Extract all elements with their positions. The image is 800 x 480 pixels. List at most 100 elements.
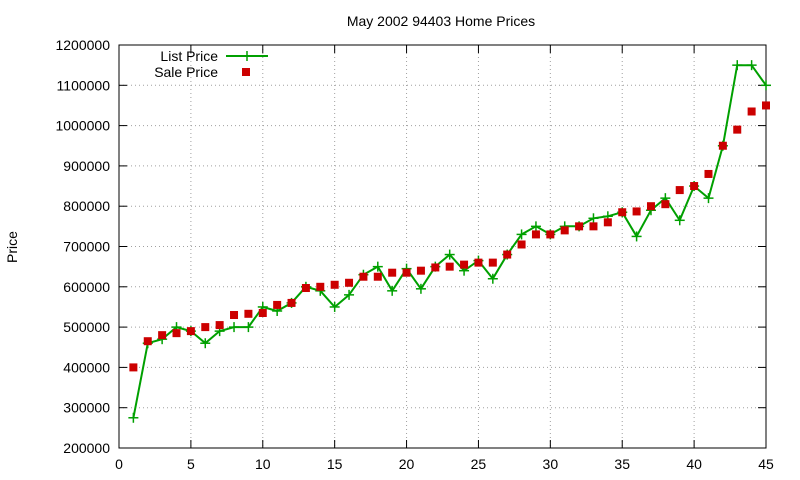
sale-price-point <box>690 182 699 191</box>
list-price-point <box>530 221 541 232</box>
x-tick-label: 45 <box>758 456 774 472</box>
sale-price-point <box>474 258 483 267</box>
list-price-point <box>674 215 685 226</box>
list-price-point <box>372 261 383 272</box>
x-tick-label: 20 <box>399 456 415 472</box>
sale-price-point <box>488 258 497 267</box>
x-tick-label: 30 <box>543 456 559 472</box>
sale-price-point <box>531 230 540 239</box>
y-axis-label: Price <box>4 231 20 263</box>
list-price-point <box>703 193 714 204</box>
list-price-point <box>415 283 426 294</box>
sale-price-point <box>258 308 267 317</box>
sale-price-point <box>129 363 138 372</box>
sale-price-point <box>661 200 670 209</box>
plot-frame <box>118 44 767 449</box>
sale-price-point <box>718 141 727 150</box>
sale-price-point <box>301 284 310 293</box>
grid-lines <box>119 45 766 448</box>
list-price-point <box>229 322 240 333</box>
sale-price-point <box>359 272 368 281</box>
x-tick-label: 5 <box>187 456 195 472</box>
sale-price-point <box>762 101 770 110</box>
series-layer <box>128 60 771 423</box>
sale-price-point <box>733 125 742 134</box>
sale-price-point <box>704 169 713 178</box>
sale-price-point <box>230 311 239 320</box>
axis-ticks <box>118 44 767 449</box>
list-price-point <box>200 338 211 349</box>
legend: List Price Sale Price <box>154 48 268 80</box>
sale-price-point <box>143 337 152 346</box>
sale-price-point <box>316 282 325 291</box>
sale-price-point <box>388 268 397 277</box>
x-tick-label: 15 <box>327 456 343 472</box>
x-tick-label: 40 <box>686 456 702 472</box>
list-price-point <box>732 60 743 71</box>
sale-price-point <box>675 186 684 195</box>
y-tick-label: 1000000 <box>55 118 110 134</box>
list-price-point <box>516 229 527 240</box>
sale-price-point <box>747 107 756 116</box>
sale-price-point <box>172 329 181 338</box>
legend-sample-list-price <box>226 51 268 61</box>
list-price-point <box>243 322 254 333</box>
y-axis-tick-labels: 200000 300000 400000 500000 600000 700000 8000… <box>55 37 110 456</box>
sale-price-point <box>560 226 569 235</box>
x-tick-label: 0 <box>115 456 123 472</box>
y-tick-label: 1200000 <box>55 37 110 53</box>
sale-price-point <box>273 300 282 309</box>
sale-price-point <box>632 207 641 216</box>
list-price-point <box>128 412 139 423</box>
y-tick-label: 900000 <box>63 158 110 174</box>
sale-price-point <box>416 266 425 275</box>
sale-price-point <box>345 278 354 287</box>
list-price-point <box>444 249 455 260</box>
sale-price-point <box>603 218 612 227</box>
list-price-point <box>761 80 771 91</box>
legend-label-list-price: List Price <box>160 48 218 64</box>
x-tick-label: 25 <box>471 456 487 472</box>
legend-sample-sale-price <box>242 68 250 76</box>
sale-price-point <box>575 222 584 231</box>
sale-price-point <box>215 321 224 330</box>
y-tick-label: 1100000 <box>57 77 111 93</box>
sale-price-point <box>186 327 195 336</box>
sale-price-point <box>287 298 296 307</box>
sale-price-point <box>244 309 253 318</box>
list-price-line <box>132 64 767 418</box>
y-tick-label: 200000 <box>63 440 110 456</box>
sale-price-point <box>445 262 454 271</box>
sale-price-point <box>517 240 526 249</box>
x-tick-label: 10 <box>255 456 271 472</box>
sale-price-point <box>201 323 210 332</box>
sale-price-point <box>646 202 655 211</box>
list-price-point <box>487 273 498 284</box>
list-price-point <box>746 60 757 71</box>
sale-price-point <box>546 230 555 239</box>
x-tick-label: 35 <box>614 456 630 472</box>
sale-price-point <box>431 263 440 272</box>
sale-price-point <box>589 222 598 231</box>
list-price-point <box>344 289 355 300</box>
legend-marker-sale-price <box>242 68 250 76</box>
sale-price-point <box>402 268 411 277</box>
sale-price-point <box>460 260 469 269</box>
sale-price-point <box>618 208 627 217</box>
x-axis-tick-labels: 0 5 10 15 20 25 30 35 40 45 <box>115 456 774 472</box>
list-price-point <box>329 301 340 312</box>
list-price-point <box>387 285 398 296</box>
y-tick-label: 500000 <box>63 319 110 335</box>
legend-label-sale-price: Sale Price <box>154 64 218 80</box>
sale-price-point <box>158 331 167 340</box>
y-tick-label: 700000 <box>63 239 110 255</box>
y-tick-label: 600000 <box>63 279 110 295</box>
legend-marker-list-price <box>242 51 252 61</box>
list-price-point <box>588 213 599 224</box>
list-price-point <box>631 231 642 242</box>
sale-price-point <box>330 280 339 289</box>
sale-price-point <box>373 272 382 281</box>
y-tick-label: 300000 <box>63 400 110 416</box>
y-tick-label: 800000 <box>63 198 110 214</box>
